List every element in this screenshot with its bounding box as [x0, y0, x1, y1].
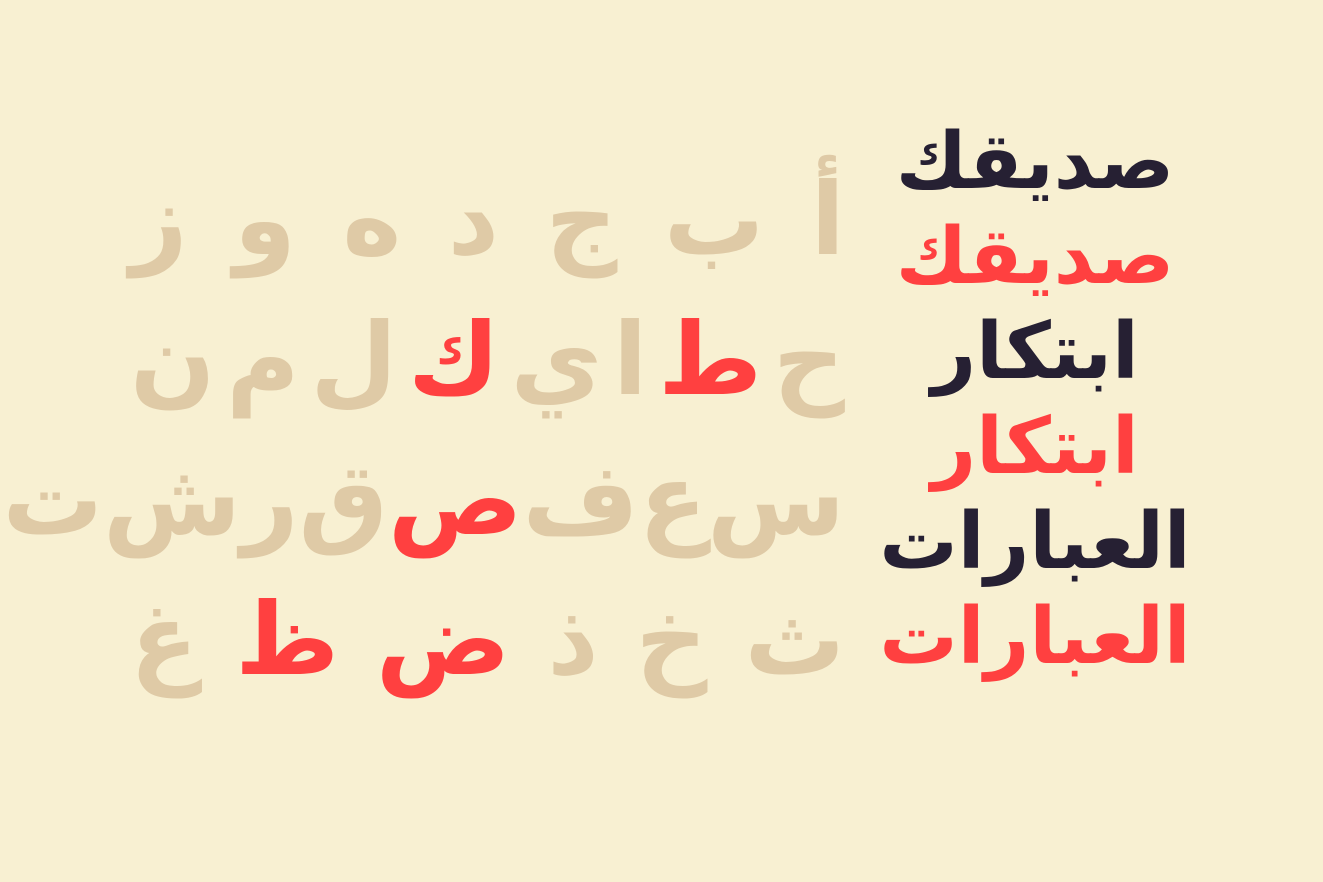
letter-glyph: ه — [342, 161, 402, 278]
letter-glyph: ن — [130, 301, 216, 418]
sample-word: العبارات — [879, 497, 1191, 587]
letter-glyph: ح — [772, 301, 845, 418]
letter-glyph: ر — [241, 441, 299, 558]
letter-glyph: ت — [2, 441, 104, 558]
sample-word: صديقك — [895, 212, 1175, 302]
letter-glyph: ج — [545, 161, 618, 278]
sample-word: صديقك — [895, 117, 1175, 207]
sample-word: ابتكار — [931, 307, 1139, 397]
letter-glyph: غ — [130, 581, 199, 698]
letter-glyph: ا — [613, 301, 648, 418]
sample-word: العبارات — [879, 592, 1191, 682]
letter-glyph: ز — [130, 161, 188, 278]
letter-glyph: ش — [103, 441, 241, 558]
letter-glyph: ظ — [235, 581, 340, 698]
letter-glyph: ي — [510, 301, 603, 418]
letter-glyph: ذ — [547, 581, 599, 698]
letter-glyph: د — [447, 161, 500, 278]
letter-glyph: ث — [744, 581, 845, 698]
letter-glyph: ل — [310, 301, 398, 418]
sample-word: ابتكار — [931, 402, 1139, 492]
letter-glyph: أ — [810, 161, 845, 278]
letter-glyph: ع — [638, 441, 707, 558]
letter-glyph: م — [226, 301, 300, 418]
letter-glyph: ط — [658, 301, 763, 418]
letter-glyph: ق — [298, 441, 388, 558]
letter-glyph: س — [707, 441, 845, 558]
letter-glyph: ص — [387, 441, 523, 558]
letter-glyph: ب — [663, 161, 765, 278]
letter-glyph: خ — [635, 581, 708, 698]
sample-words: صديقك صديقك ابتكار ابتكار العبارات العبارات — [870, 115, 1200, 685]
letter-glyph: ك — [408, 301, 500, 418]
letter-glyph: ض — [375, 581, 511, 698]
letter-glyph: ف — [522, 441, 639, 558]
letter-glyph: و — [233, 161, 297, 278]
